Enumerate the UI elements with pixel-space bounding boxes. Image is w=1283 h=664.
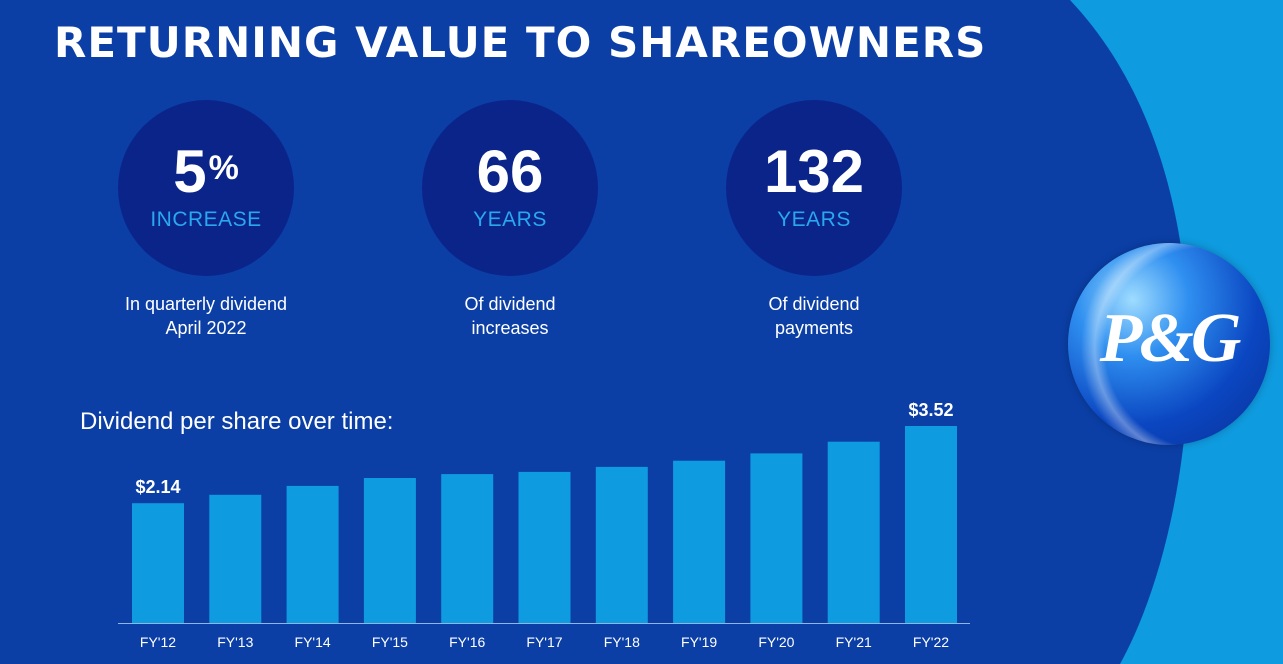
bar-FY'15 (363, 478, 416, 623)
bar-FY'19 (673, 460, 726, 623)
x-tick-label: FY'12 (140, 634, 176, 650)
bar-FY'21 (827, 441, 880, 623)
stat-dividend-increase: 5% INCREASE In quarterly dividend April … (86, 100, 326, 340)
bar-FY'20 (750, 453, 803, 623)
bar-FY'22 (905, 426, 957, 623)
stat-value: 132 (763, 138, 865, 205)
x-tick-label: FY'21 (836, 634, 872, 650)
x-tick-label: FY'13 (217, 634, 253, 650)
bar-FY'13 (209, 494, 262, 623)
page-title: RETURNING VALUE TO SHAREOWNERS (54, 18, 987, 67)
x-tick-label: FY'16 (449, 634, 485, 650)
x-tick-label: FY'14 (295, 634, 331, 650)
chart-title: Dividend per share over time: (80, 408, 394, 435)
logo-crescent (1068, 243, 1270, 445)
stat-circle: 5% INCREASE (118, 100, 294, 276)
x-tick-label: FY'15 (372, 634, 408, 650)
bar-FY'18 (595, 466, 648, 623)
bar-FY'14 (286, 485, 339, 623)
bar-FY'16 (441, 474, 494, 623)
x-tick-label: FY'22 (913, 634, 949, 650)
stat-circle: 66 YEARS (422, 100, 598, 276)
stat-circle: 132 YEARS (726, 100, 902, 276)
stat-value: 5% (173, 138, 239, 205)
stat-value: 66 (476, 138, 544, 205)
bar-FY'17 (518, 471, 571, 623)
data-label: $3.52 (908, 400, 953, 420)
pg-logo: P&G (1068, 243, 1270, 445)
stat-years-payments: 132 YEARS Of dividend payments (694, 100, 934, 340)
stat-unit: YEARS (473, 208, 547, 231)
stat-unit: INCREASE (150, 208, 262, 231)
stat-unit: YEARS (777, 208, 851, 231)
data-label: $2.14 (135, 477, 180, 497)
stat-caption: In quarterly dividend April 2022 (124, 294, 288, 338)
logo-text: P&G (1099, 300, 1242, 377)
stat-caption: Of dividend increases (464, 294, 556, 338)
x-tick-label: FY'17 (526, 634, 562, 650)
x-tick-label: FY'18 (604, 634, 640, 650)
bar-FY'12 (132, 503, 184, 623)
stat-years-increases: 66 YEARS Of dividend increases (390, 100, 630, 340)
stat-caption: Of dividend payments (768, 294, 860, 338)
x-tick-label: FY'20 (758, 634, 794, 650)
x-tick-label: FY'19 (681, 634, 717, 650)
